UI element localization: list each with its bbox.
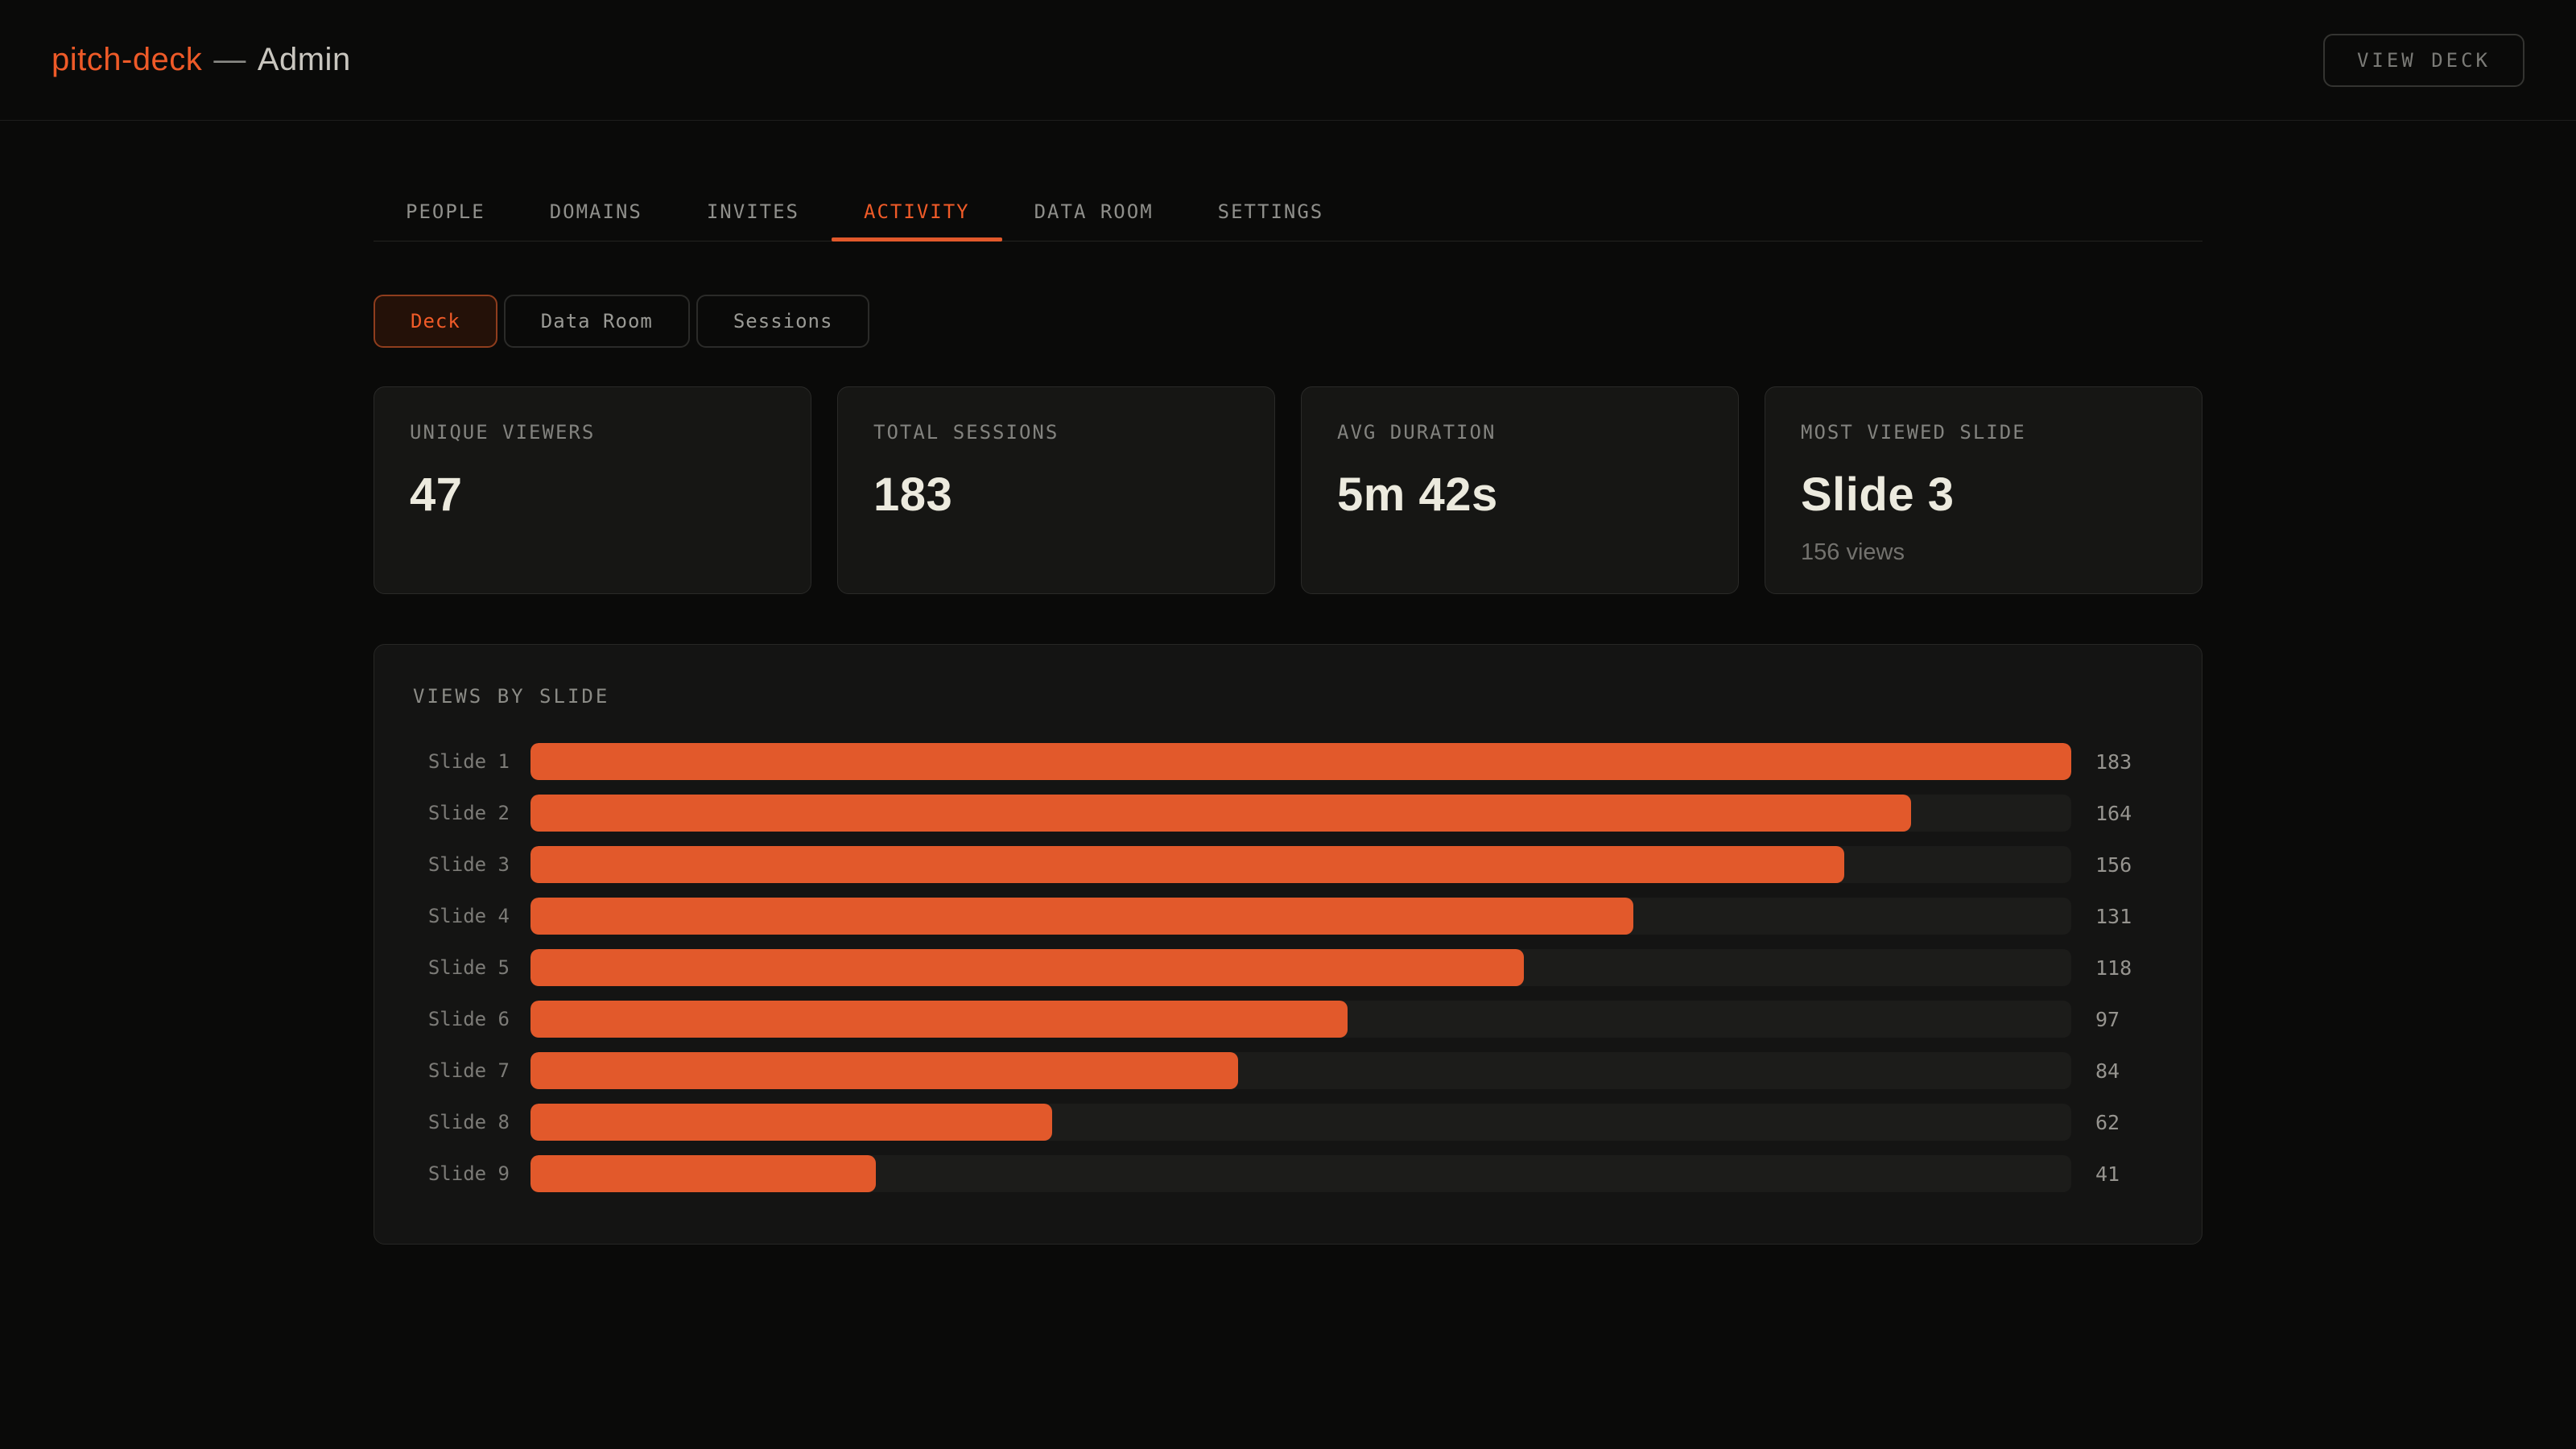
stat-value: 5m 42s (1337, 469, 1498, 521)
stat-label: UNIQUE VIEWERS (410, 421, 596, 444)
bar-value-label: 118 (2095, 956, 2132, 980)
bar-category-label: Slide 4 (427, 905, 510, 927)
view-deck-button[interactable]: VIEW DECK (2322, 33, 2524, 87)
stat-label: TOTAL SESSIONS (873, 421, 1059, 444)
tab-invites[interactable]: INVITES (706, 200, 800, 223)
bar (530, 1052, 1238, 1089)
filter-deck[interactable]: Deck (374, 295, 497, 348)
bar (530, 1104, 1053, 1141)
brand-separator: — (213, 42, 246, 77)
bar-track (530, 898, 2071, 935)
bar-value-label: 84 (2095, 1059, 2120, 1083)
views-by-slide-panel: VIEWS BY SLIDE Slide 1 183 Slide 2 164 Slide… (374, 644, 2202, 1245)
bar-value-label: 183 (2095, 749, 2132, 774)
tab-data-room[interactable]: DATA ROOM (1034, 200, 1154, 223)
brand-name: pitch-deck (52, 42, 203, 77)
bar-value-label: 62 (2095, 1110, 2120, 1134)
bar-category-label: Slide 9 (427, 1162, 510, 1185)
stat-card-unique-viewers: UNIQUE VIEWERS 47 (374, 386, 811, 594)
bar-category-label: Slide 1 (427, 750, 510, 773)
filter-data-room[interactable]: Data Room (503, 295, 690, 348)
tab-domains[interactable]: DOMAINS (549, 200, 642, 223)
brand-section: Admin (257, 42, 351, 77)
bar-track (530, 795, 2071, 832)
bar (530, 949, 1525, 986)
bar-value-label: 97 (2095, 1007, 2120, 1031)
tab-settings[interactable]: SETTINGS (1217, 200, 1324, 223)
bar-category-label: Slide 2 (427, 802, 510, 824)
bar (530, 743, 2071, 780)
stat-value: 47 (410, 469, 463, 521)
top-bar: pitch-deck — Admin VIEW DECK (0, 0, 2576, 121)
stat-label: AVG DURATION (1337, 421, 1496, 444)
stat-card-total-sessions: TOTAL SESSIONS 183 (837, 386, 1275, 594)
bar-track (530, 1052, 2071, 1089)
tab-bar: PEOPLE DOMAINS INVITES ACTIVITY DATA ROOM SET… (374, 182, 2202, 242)
bar-category-label: Slide 6 (427, 1008, 510, 1030)
bar-category-label: Slide 7 (427, 1059, 510, 1082)
bar-value-label: 41 (2095, 1162, 2120, 1186)
bar-track (530, 1104, 2071, 1141)
main-content: PEOPLE DOMAINS INVITES ACTIVITY DATA ROOM SET… (374, 182, 2202, 1245)
chart-row-slide-9: Slide 9 41 (413, 1155, 2163, 1192)
chart-row-slide-4: Slide 4 131 (413, 898, 2163, 935)
bar-track (530, 1001, 2071, 1038)
stat-value: 183 (873, 469, 953, 521)
panel-title: VIEWS BY SLIDE (413, 685, 610, 708)
bar-track (530, 846, 2071, 883)
stats-row: UNIQUE VIEWERS 47 TOTAL SESSIONS 183 AVG DUR… (374, 386, 2202, 594)
filter-group: Deck Data Room Sessions (374, 295, 2202, 348)
stat-card-avg-duration: AVG DURATION 5m 42s (1301, 386, 1739, 594)
bar-track (530, 743, 2071, 780)
chart-row-slide-8: Slide 8 62 (413, 1104, 2163, 1141)
bar (530, 1155, 876, 1192)
bar (530, 846, 1844, 883)
app-root: pitch-deck — Admin VIEW DECK PEOPLE DOMAI… (0, 0, 2576, 1245)
page-title: pitch-deck — Admin (52, 42, 351, 78)
bar-track (530, 949, 2071, 986)
tab-people[interactable]: PEOPLE (406, 200, 485, 223)
bar (530, 1001, 1348, 1038)
chart-row-slide-1: Slide 1 183 (413, 743, 2163, 780)
stat-value: Slide 3 (1801, 469, 1955, 521)
chart-row-slide-2: Slide 2 164 (413, 795, 2163, 832)
bar-category-label: Slide 5 (427, 956, 510, 979)
stat-label: MOST VIEWED SLIDE (1801, 421, 2026, 444)
filter-sessions[interactable]: Sessions (696, 295, 870, 348)
stat-card-most-viewed-slide: MOST VIEWED SLIDE Slide 3 156 views (1765, 386, 2202, 594)
bar-value-label: 164 (2095, 801, 2132, 825)
tab-activity[interactable]: ACTIVITY (832, 182, 1002, 242)
bar (530, 795, 1912, 832)
chart-row-slide-5: Slide 5 118 (413, 949, 2163, 986)
chart-row-slide-7: Slide 7 84 (413, 1052, 2163, 1089)
bar-value-label: 156 (2095, 852, 2132, 877)
chart-row-slide-6: Slide 6 97 (413, 1001, 2163, 1038)
bar-track (530, 1155, 2071, 1192)
bar-chart: Slide 1 183 Slide 2 164 Slide 3 156 Slide 4 131… (413, 743, 2163, 1192)
bar-category-label: Slide 3 (427, 853, 510, 876)
bar-value-label: 131 (2095, 904, 2132, 928)
chart-row-slide-3: Slide 3 156 (413, 846, 2163, 883)
bar-category-label: Slide 8 (427, 1111, 510, 1133)
bar (530, 898, 1634, 935)
stat-sub: 156 views (1801, 539, 1905, 565)
